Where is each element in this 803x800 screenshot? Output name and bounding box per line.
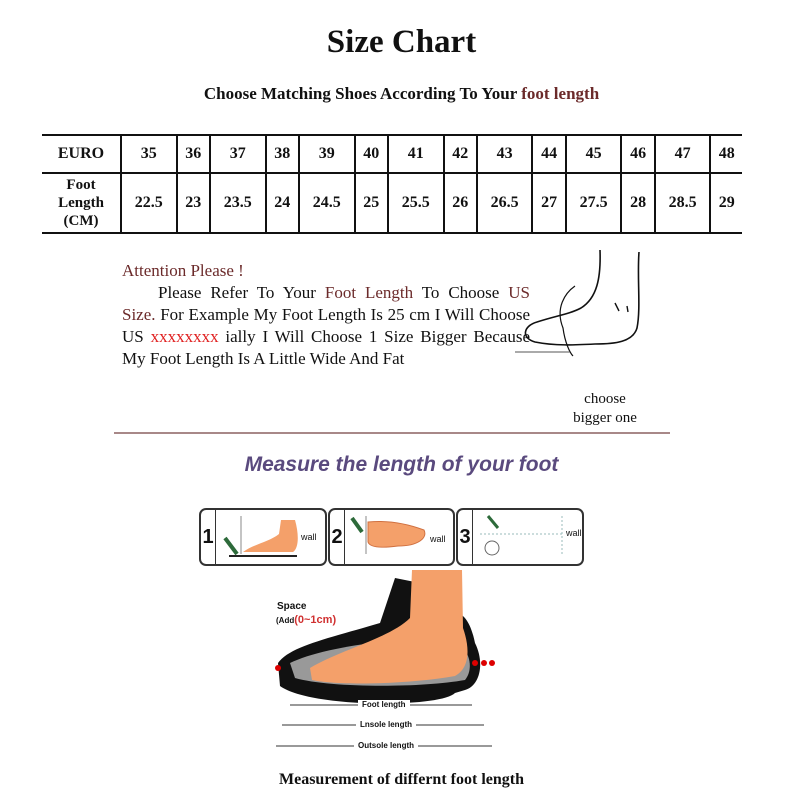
euro-size-cell: 48 <box>709 134 742 174</box>
add-label: (Add(0~1cm) <box>276 614 337 626</box>
foot-length-cell: 28.5 <box>653 172 712 234</box>
foot-length-cell: 24.5 <box>297 172 356 234</box>
euro-size-cell: 41 <box>386 134 445 174</box>
euro-size-cell: 38 <box>264 134 300 174</box>
insole-length-label: Lnsole length <box>356 720 416 729</box>
foot-top-icon <box>350 516 426 554</box>
foot-length-cell: 23 <box>175 172 211 234</box>
foot-length-cell: 27 <box>531 172 567 234</box>
euro-size-cell: 37 <box>208 134 267 174</box>
euro-size-cell: 39 <box>297 134 356 174</box>
divider <box>114 432 670 434</box>
space-label: Space <box>277 601 307 612</box>
foot-length-cell: 26 <box>442 172 478 234</box>
euro-size-cell: 47 <box>653 134 712 174</box>
euro-size-cell: 35 <box>120 134 178 174</box>
outsole-length-label: Outsole length <box>354 741 418 750</box>
step-2: 2 wall <box>328 508 455 566</box>
foot-side-icon <box>223 516 298 557</box>
euro-size-cell: 43 <box>475 134 534 174</box>
subtitle-highlight: foot length <box>521 84 600 103</box>
euro-size-cell: 46 <box>620 134 656 174</box>
euro-size-cell: 36 <box>175 134 211 174</box>
foot-length-cell: 26.5 <box>475 172 534 234</box>
euro-size-cell: 45 <box>564 134 623 174</box>
foot-length-cell: 28 <box>620 172 656 234</box>
foot-length-cell: 25.5 <box>386 172 445 234</box>
euro-row: EURO 35 36 37 38 39 40 41 42 43 44 45 46 47 48 <box>42 134 742 174</box>
size-table: EURO 35 36 37 38 39 40 41 42 43 44 45 46 47 48 Foot Len… <box>42 134 742 234</box>
page-title: Size Chart <box>326 24 477 60</box>
foot-length-label: Foot length <box>358 700 410 709</box>
euro-size-cell: 40 <box>353 134 389 174</box>
foot-length-cell: 27.5 <box>564 172 623 234</box>
shoe-foot-diagram <box>275 570 495 747</box>
attention-note: Attention Please ! Please Refer To Your … <box>122 260 530 370</box>
step-1: 1 wall <box>199 508 327 566</box>
measure-heading: Measure the length of your foot <box>244 453 559 476</box>
caption: Measurement of differnt foot length <box>279 771 524 788</box>
foot-length-cell: 22.5 <box>120 172 178 234</box>
subtitle-text: Choose Matching Shoes According To Your <box>203 84 522 103</box>
step-3: 3 wall <box>456 508 584 566</box>
note-body: Please Refer To Your Foot Length To Choo… <box>122 283 531 368</box>
foot-sketch-icon <box>515 249 640 357</box>
foot-length-row: Foot Length (CM) 22.5 23 23.5 24 24.5 25 25.5 26 26… <box>42 172 742 234</box>
ruler-icon <box>480 515 564 556</box>
euro-size-cell: 44 <box>531 134 567 174</box>
foot-length-header: Foot Length (CM) <box>42 172 122 234</box>
euro-header: EURO <box>42 134 122 174</box>
foot-length-cell: 25 <box>353 172 389 234</box>
euro-size-cell: 42 <box>442 134 478 174</box>
subtitle: Choose Matching Shoes According To Your … <box>0 84 803 104</box>
foot-length-cell: 23.5 <box>208 172 267 234</box>
choose-bigger-label: choose bigger one <box>573 391 637 426</box>
foot-length-cell: 24 <box>264 172 300 234</box>
note-heading: Attention Please ! <box>122 261 244 280</box>
foot-length-cell: 29 <box>709 172 742 234</box>
